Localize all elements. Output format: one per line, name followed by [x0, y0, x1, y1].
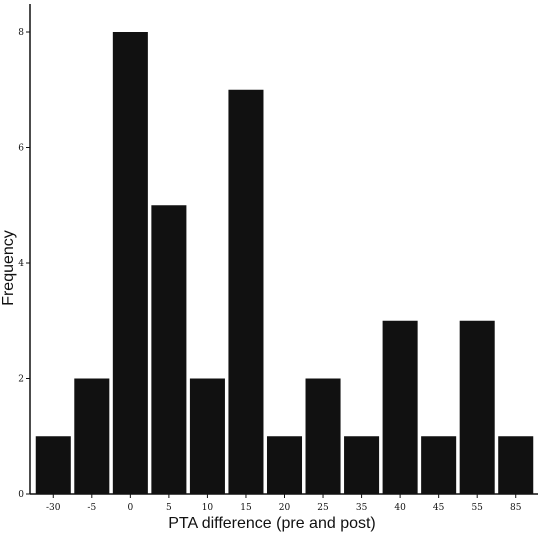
- x-tick-label: 55: [471, 503, 483, 513]
- bar--30: [35, 436, 71, 494]
- x-tick-label: 40: [394, 503, 406, 513]
- bar-40: [382, 320, 418, 494]
- bar-10: [189, 378, 225, 494]
- x-tick-label: 25: [317, 503, 329, 513]
- x-tick-label: 5: [166, 503, 172, 513]
- y-tick-label: 4: [18, 259, 24, 269]
- y-tick-label: 6: [18, 144, 24, 154]
- x-tick-label: 20: [279, 503, 291, 513]
- bar--5: [74, 378, 110, 494]
- x-tick-label: -30: [46, 503, 61, 513]
- x-tick-label: 10: [202, 503, 214, 513]
- x-tick-label: 35: [356, 503, 368, 513]
- bars-group: [35, 32, 534, 494]
- x-ticks-group: -30 -5 0 5 10 15 20 25 35 40 45 55 85: [46, 494, 522, 513]
- y-axis-title: Frequency: [0, 230, 17, 306]
- bar-20: [266, 436, 303, 494]
- bar-85: [498, 436, 534, 494]
- bar-5: [151, 205, 187, 494]
- bar-15: [228, 89, 264, 494]
- y-tick-label: 2: [18, 375, 24, 385]
- x-axis-title: PTA difference (pre and post): [168, 515, 376, 532]
- bar-55: [459, 320, 495, 494]
- x-tick-label: 0: [127, 503, 133, 513]
- bar-25: [305, 378, 341, 494]
- y-ticks-group: 0 2 4 6 8: [18, 28, 30, 500]
- bar-35: [344, 436, 380, 494]
- bar-45: [421, 436, 457, 494]
- x-tick-label: -5: [87, 503, 96, 513]
- bar-0: [112, 32, 148, 494]
- y-tick-label: 0: [18, 490, 24, 500]
- y-tick-label: 8: [18, 28, 24, 38]
- x-tick-label: 15: [240, 503, 252, 513]
- x-tick-label: 45: [433, 503, 445, 513]
- x-tick-label: 85: [510, 503, 522, 513]
